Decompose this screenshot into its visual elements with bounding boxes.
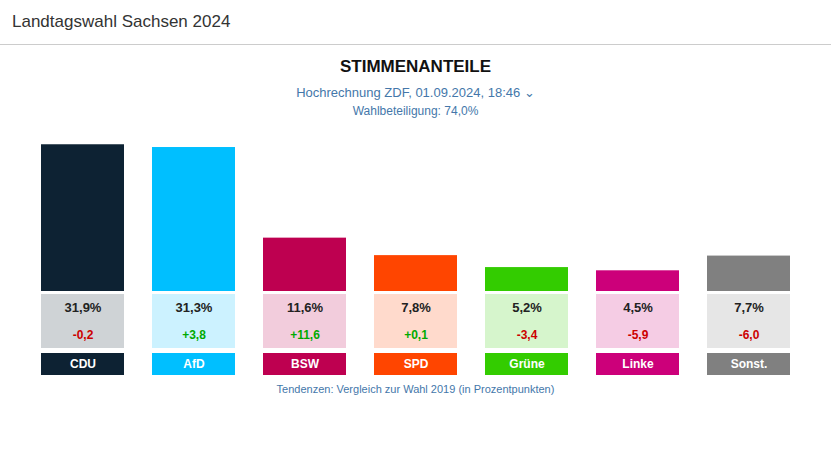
html-text:Wahlbeteiligung: 74,0%: Wahlbeteiligung: 74,0% xyxy=(352,104,479,118)
svg-text:5,2%: 5,2% xyxy=(512,300,542,315)
svg-text:AfD: AfD xyxy=(183,357,205,371)
svg-text:11,6%: 11,6% xyxy=(287,300,324,315)
svg-text:-6,0: -6,0 xyxy=(739,328,760,342)
html-text:Landtagswahl Sachsen 2024: Landtagswahl Sachsen 2024 xyxy=(12,12,231,31)
svg-text:-5,9: -5,9 xyxy=(628,328,649,342)
svg-text:7,7%: 7,7% xyxy=(734,300,764,315)
svg-text:+0,1: +0,1 xyxy=(404,328,428,342)
svg-text:BSW: BSW xyxy=(291,357,320,371)
svg-text:Sonst.: Sonst. xyxy=(731,357,768,371)
svg-text:SPD: SPD xyxy=(404,357,429,371)
svg-text:31,9%: 31,9% xyxy=(65,300,102,315)
html-text:STIMMENANTEILE: STIMMENANTEILE xyxy=(339,57,491,76)
svg-text:31,3%: 31,3% xyxy=(176,300,213,315)
svg-text:Linke: Linke xyxy=(622,357,654,371)
svg-text:CDU: CDU xyxy=(70,357,96,371)
svg-text:Grüne: Grüne xyxy=(509,357,545,371)
svg-text:+11,6: +11,6 xyxy=(290,328,320,342)
svg-text:7,8%: 7,8% xyxy=(401,300,431,315)
svg-text:-3,4: -3,4 xyxy=(517,328,538,342)
svg-text:+3,8: +3,8 xyxy=(182,328,206,342)
html-text:Hochrechnung ZDF, 01.09.2024,: Hochrechnung ZDF, 01.09.2024, 18:46 ⌄ xyxy=(296,85,535,100)
html-text:Tendenzen: Vergleich zur Wahl: Tendenzen: Vergleich zur Wahl 2019 (in P… xyxy=(276,383,555,395)
svg-text:4,5%: 4,5% xyxy=(623,300,653,315)
svg-text:-0,2: -0,2 xyxy=(73,328,94,342)
